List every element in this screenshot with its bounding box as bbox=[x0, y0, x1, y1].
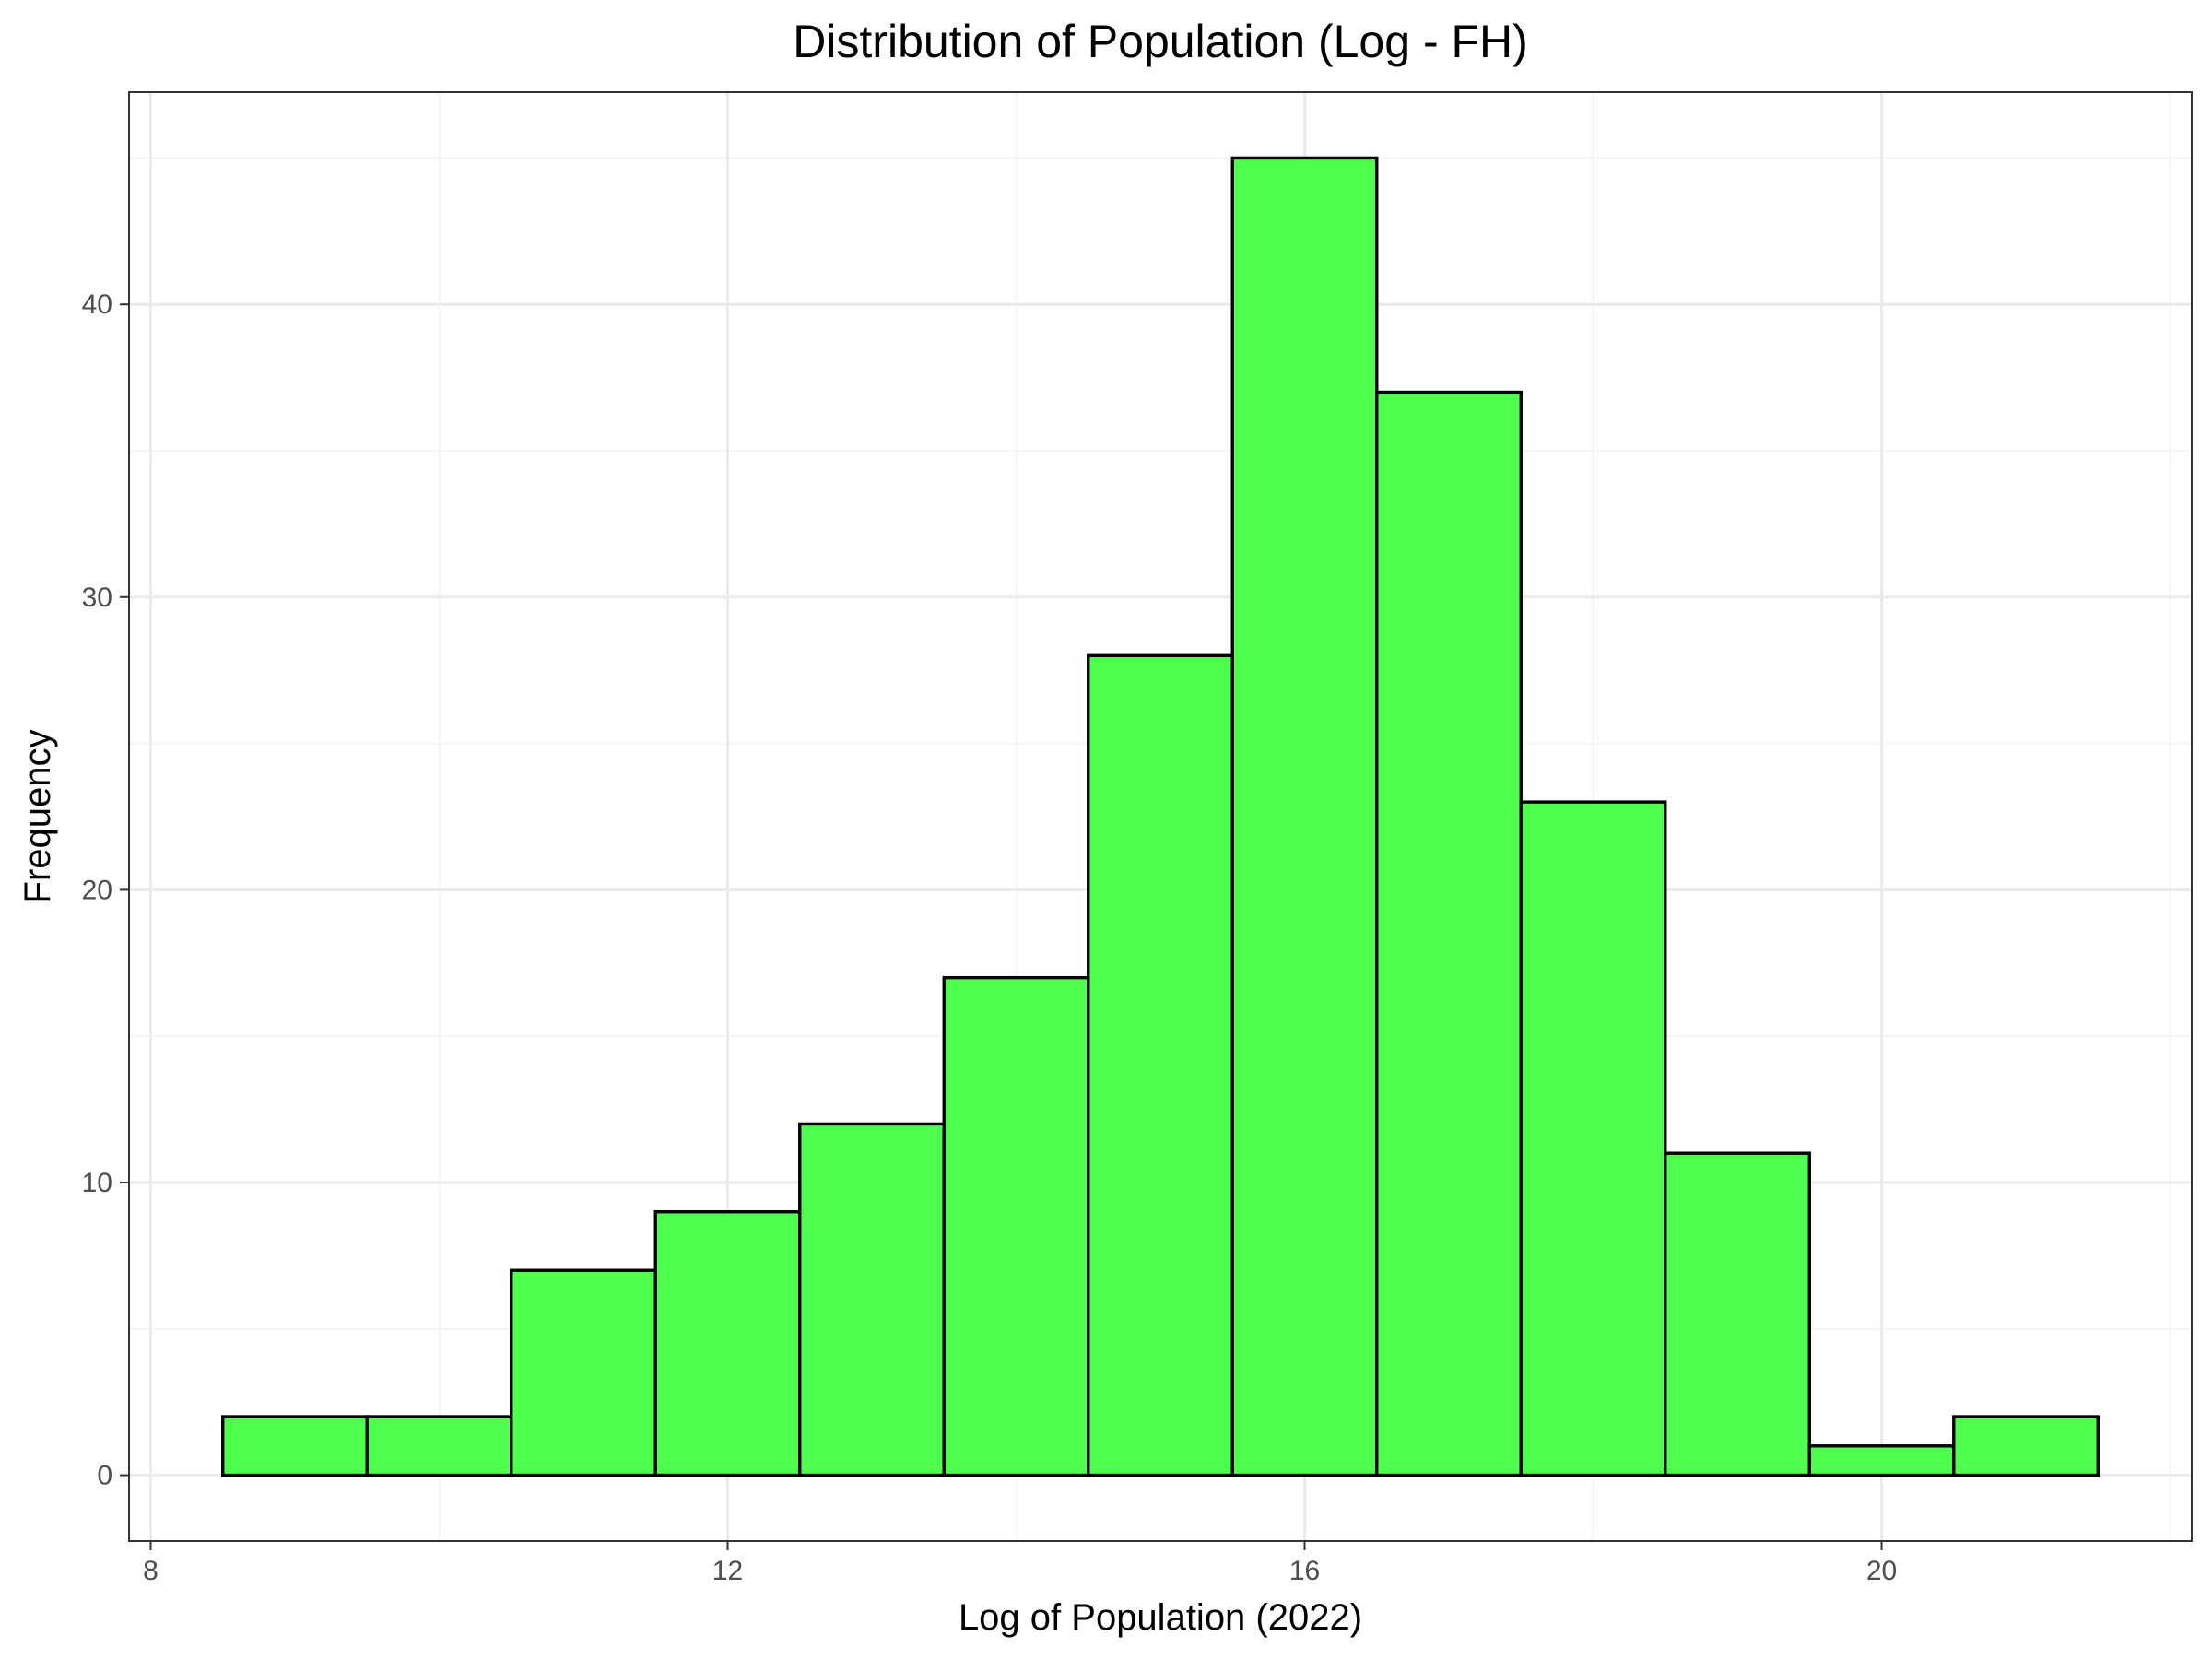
y-tick-label: 0 bbox=[97, 1461, 112, 1491]
histogram-bar bbox=[1664, 1151, 1811, 1477]
y-tick-label: 20 bbox=[82, 875, 112, 905]
histogram-bars bbox=[221, 156, 2100, 1477]
histogram-bar bbox=[942, 975, 1090, 1477]
x-tick-label: 12 bbox=[712, 1556, 743, 1586]
x-tick-label: 8 bbox=[143, 1556, 159, 1586]
histogram-bar bbox=[798, 1122, 946, 1477]
histogram-bar bbox=[1230, 156, 1379, 1477]
y-tick-label: 40 bbox=[82, 289, 112, 320]
histogram-bar bbox=[510, 1268, 657, 1477]
x-tick-label: 16 bbox=[1289, 1556, 1320, 1586]
histogram-bar bbox=[1807, 1444, 1956, 1477]
x-axis-title: Log of Population (2022) bbox=[959, 1597, 1362, 1638]
histogram-bar bbox=[1087, 653, 1234, 1477]
y-axis-title: Frequency bbox=[18, 730, 58, 904]
y-tick-label: 10 bbox=[82, 1168, 112, 1198]
histogram-bar bbox=[1519, 800, 1667, 1477]
histogram-bar bbox=[365, 1415, 513, 1477]
histogram-bar bbox=[221, 1415, 369, 1477]
x-tick-label: 20 bbox=[1866, 1556, 1897, 1586]
panel-border bbox=[128, 91, 2193, 1542]
histogram-bar bbox=[1952, 1415, 2100, 1477]
y-tick-label: 30 bbox=[82, 582, 112, 613]
chart-title: Distribution of Population (Log - FH) bbox=[793, 16, 1528, 67]
histogram-bar bbox=[1375, 390, 1523, 1477]
y-axis-ticks: 0 10 20 30 40 bbox=[82, 289, 129, 1491]
x-axis-ticks: 8 12 16 20 bbox=[143, 1541, 1897, 1586]
histogram-bar bbox=[653, 1210, 802, 1477]
